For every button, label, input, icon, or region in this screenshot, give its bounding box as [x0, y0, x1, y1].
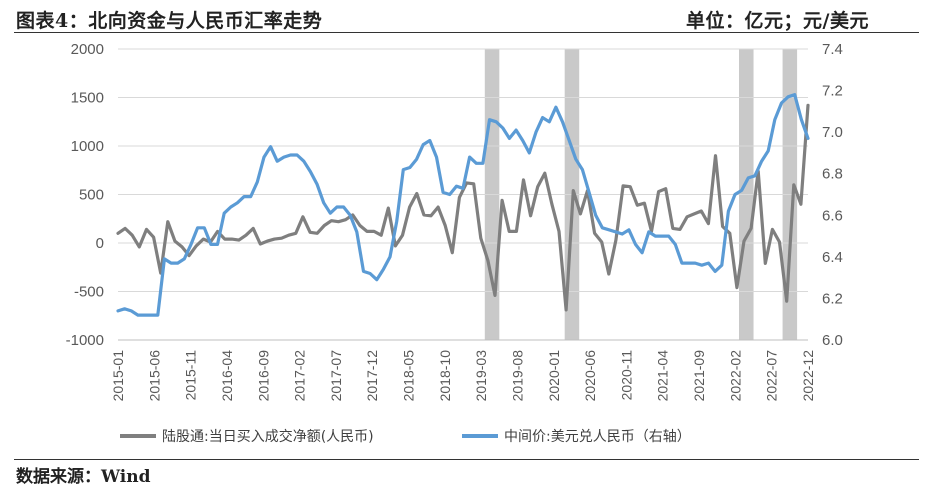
x-axis-tick-label: 2016-04: [219, 350, 235, 402]
x-axis-tick-label: 2018-10: [437, 350, 453, 402]
right-axis-tick-label: 6.2: [822, 290, 843, 307]
left-axis-tick-label: 1500: [71, 90, 104, 107]
chart-title: 图表4：北向资金与人民币汇率走势: [16, 10, 323, 32]
x-axis-tick-label: 2021-09: [691, 350, 707, 402]
x-axis-tick-label: 2019-08: [509, 350, 525, 402]
x-axis-tick-label: 2020-01: [546, 350, 562, 402]
x-axis-tick-label: 2018-05: [401, 350, 417, 402]
right-axis-tick-label: 6.4: [822, 249, 843, 266]
right-axis-tick-label: 7.4: [822, 41, 843, 58]
chart-header: 图表4：北向资金与人民币汇率走势 单位：亿元；元/美元: [0, 0, 935, 32]
legend-label: 中间价:美元兑人民币（右轴）: [504, 429, 691, 445]
gridlines: [118, 48, 808, 341]
x-axis-tick-label: 2015-11: [183, 350, 199, 401]
legend-label: 陆股通:当日买入成交净额(人民币): [162, 428, 374, 445]
right-axis-tick-label: 7.2: [822, 83, 843, 100]
unit-label: 单位：亿元；元/美元: [686, 10, 869, 32]
x-axis-tick-label: 2020-06: [582, 350, 598, 402]
x-axis-tick-label: 2015-01: [110, 350, 126, 402]
right-axis-ticks: 6.0 6.2 6.4 6.6 6.8 7.0 7.2 7.4: [822, 41, 843, 349]
chart-legend: 陆股通:当日买入成交净额(人民币) 中间价:美元兑人民币（右轴）: [120, 428, 691, 445]
right-axis-tick-label: 6.8: [822, 166, 843, 183]
left-axis-tick-label: 0: [96, 235, 104, 252]
left-axis-tick-label: -500: [74, 284, 104, 301]
left-axis-tick-label: 1000: [71, 138, 104, 155]
x-axis-tick-label: 2022-02: [727, 350, 743, 402]
x-axis-tick-label: 2017-12: [364, 350, 380, 402]
left-axis-tick-label: 2000: [71, 41, 104, 58]
right-axis-tick-label: 6.0: [822, 332, 843, 349]
left-axis-tick-label: -1000: [66, 332, 104, 349]
x-axis-tick-label: 2016-09: [255, 350, 271, 402]
series-layer: [116, 93, 810, 317]
x-axis-tick-label: 2015-06: [146, 350, 162, 402]
left-axis-ticks: -1000 -500 0 500 1000 1500 2000: [66, 41, 104, 349]
top-divider: [14, 32, 919, 33]
x-axis-tick-label: 2017-02: [292, 350, 308, 402]
x-axis-tick-label: 2019-03: [473, 350, 489, 402]
x-axis-tick-label: 2017-07: [328, 350, 344, 402]
x-axis-tick-label: 2022-12: [800, 350, 816, 402]
bottom-divider: [14, 459, 919, 460]
right-axis-tick-label: 7.0: [822, 124, 843, 141]
series-line-northbound-net-buy: [116, 103, 810, 312]
left-axis-tick-label: 500: [79, 187, 104, 204]
x-axis-tick-label: 2022-07: [764, 350, 780, 402]
series-line-usdcny-central-parity: [116, 93, 810, 317]
source-note: 数据来源：Wind: [16, 467, 151, 487]
x-axis-ticks: 2015-01 2015-06 2015-11 2016-04 2016-09 2017-…: [110, 350, 816, 402]
right-axis-tick-label: 6.6: [822, 207, 843, 224]
x-axis-tick-label: 2020-11: [618, 350, 634, 401]
x-axis-tick-label: 2021-04: [655, 350, 671, 402]
